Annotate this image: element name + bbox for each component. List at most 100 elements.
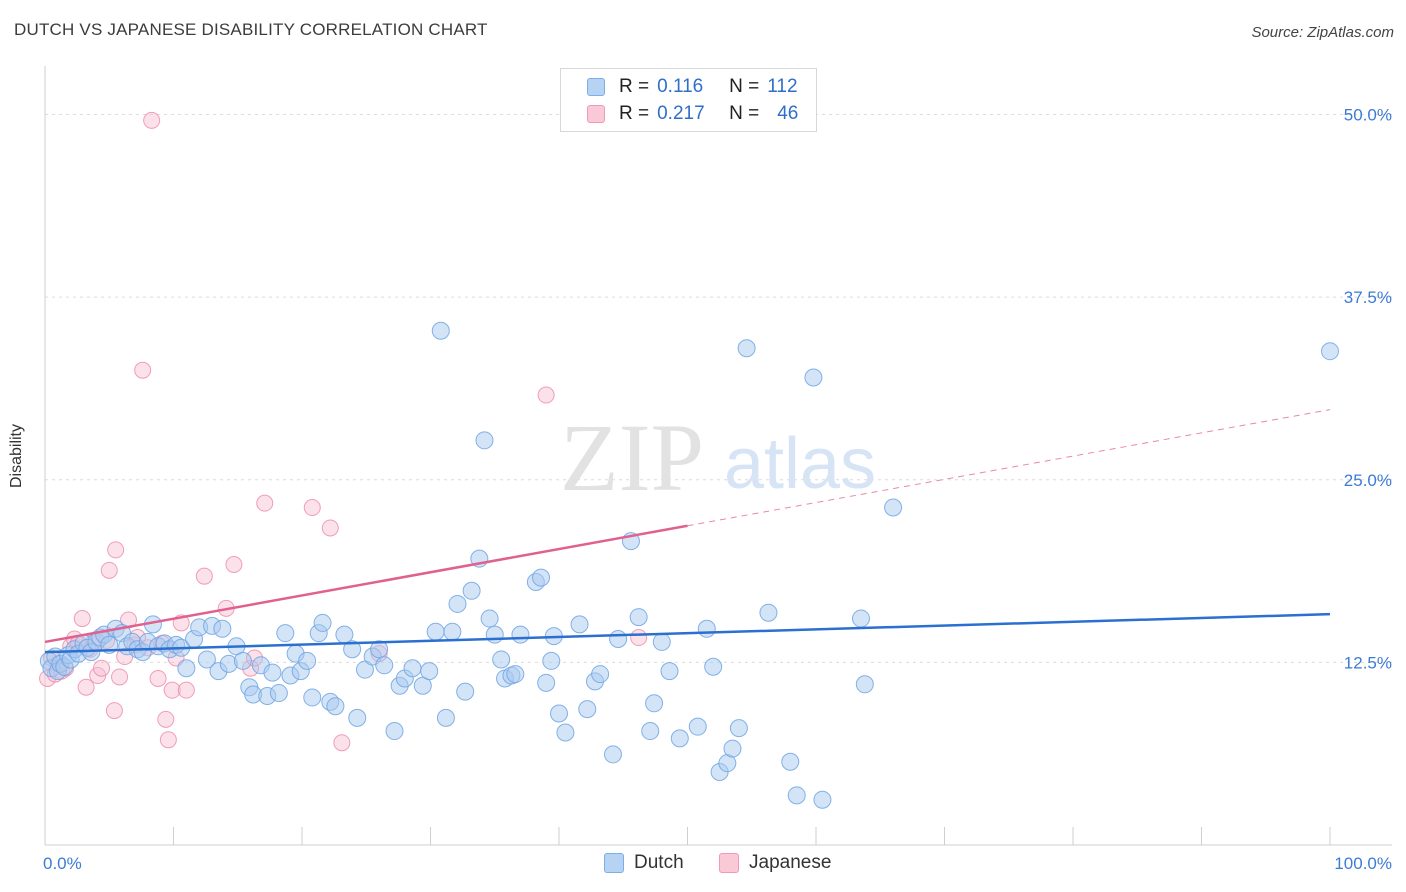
japanese-point (100, 561, 118, 579)
legend-r-label: R = (619, 103, 650, 124)
dutch-point (197, 650, 216, 669)
watermark-atlas: atlas (724, 424, 876, 504)
dutch-point (177, 659, 196, 678)
dutch-point (542, 651, 561, 670)
dutch-point (506, 665, 525, 684)
dutch-point (556, 723, 575, 742)
dutch-point (343, 640, 362, 659)
dutch-point (704, 657, 723, 676)
bottom-legend: Dutch Japanese (0, 852, 1406, 876)
legend-n-label: N = (729, 76, 760, 97)
japanese-point (134, 361, 152, 379)
dutch-point (1321, 342, 1339, 361)
dutch-point (403, 659, 422, 678)
japanese-trend-line-extension (687, 409, 1331, 527)
dutch-point (884, 498, 903, 517)
japanese-point (143, 111, 161, 129)
japanese-point (321, 519, 339, 537)
y-tick-label: 37.5% (1344, 288, 1392, 307)
y-tick-label: 50.0% (1344, 106, 1392, 125)
dutch-point (591, 665, 610, 684)
japanese-point (177, 681, 195, 699)
dutch-point (729, 719, 748, 738)
bottom-legend-label-japanese: Japanese (749, 852, 832, 873)
japanese-point (630, 629, 648, 647)
dutch-point (326, 697, 345, 716)
japanese-point (333, 734, 351, 752)
dutch-point (431, 321, 450, 340)
legend-r-label: R = (619, 76, 650, 97)
dutch-point (570, 615, 589, 634)
japanese-trend-line (44, 524, 688, 644)
y-tick-label: 12.5% (1344, 653, 1392, 672)
grid-lines (45, 114, 1392, 663)
dutch-point (233, 651, 252, 670)
dutch-point (436, 708, 455, 727)
japanese-point (163, 681, 181, 699)
dutch-point (697, 619, 716, 638)
dutch-point (670, 729, 689, 748)
dutch-point (485, 625, 504, 644)
dutch-point (813, 790, 832, 809)
legend-n-label: N = (729, 103, 760, 124)
axes (44, 66, 1392, 846)
dutch-point (448, 594, 467, 613)
dutch-point (348, 708, 367, 727)
legend-swatch-japanese (587, 105, 605, 123)
dutch-point (645, 694, 664, 713)
japanese-point (105, 702, 123, 720)
dutch-point (385, 722, 404, 741)
japanese-point (107, 541, 125, 559)
dutch-point (603, 745, 622, 764)
dutch-point (276, 624, 295, 643)
legend-n-value: 112 (767, 76, 798, 97)
dutch-point (492, 650, 511, 669)
legend-row-dutch: R = 0.116 N = 112 (587, 76, 798, 98)
dutch-point (313, 613, 332, 632)
legend-r-value: 0.116 (657, 76, 704, 97)
bottom-legend-dutch: Dutch (604, 852, 684, 874)
dutch-point (426, 622, 445, 641)
dutch-point (578, 700, 597, 719)
dutch-point (475, 431, 494, 450)
japanese-point (77, 678, 95, 696)
tick-labels: 12.5% 25.0% 37.5% 50.0% 0.0% 100.0% (43, 106, 1392, 873)
watermark-zip: ZIP (560, 404, 704, 511)
dutch-point (851, 609, 870, 628)
dutch-point (375, 656, 394, 675)
legend: R = 0.116 N = 112 R = 0.217 N = 46 (560, 68, 817, 132)
dutch-point (855, 675, 874, 694)
dutch-point (609, 630, 628, 649)
japanese-point (73, 610, 91, 628)
japanese-point (256, 494, 274, 512)
dutch-point (213, 619, 232, 638)
bottom-legend-japanese: Japanese (719, 852, 831, 874)
legend-n-value: 46 (777, 103, 799, 124)
legend-r-value: 0.217 (657, 103, 705, 124)
japanese-point (149, 669, 167, 687)
dutch-point (737, 339, 756, 358)
dutch-point (660, 662, 679, 681)
dutch-point (269, 684, 288, 703)
dutch-trend-line (44, 612, 1331, 654)
japanese-point (93, 659, 111, 677)
dutch-point (532, 568, 551, 587)
bottom-legend-label-dutch: Dutch (634, 852, 684, 873)
dutch-point (723, 739, 742, 758)
chart-title: DUTCH VS JAPANESE DISABILITY CORRELATION… (14, 20, 488, 39)
dutch-point (303, 688, 322, 707)
dutch-point (641, 722, 660, 741)
japanese-point (303, 499, 321, 517)
dutch-point (298, 651, 317, 670)
dutch-point (462, 581, 481, 600)
x-tick-label: 100.0% (1334, 854, 1392, 873)
dutch-point (456, 682, 475, 701)
trend-lines (44, 409, 1331, 654)
watermark: ZIP atlas (560, 404, 876, 511)
dutch-point (370, 640, 389, 659)
dutch-point (480, 609, 499, 628)
dutch-point (688, 717, 707, 736)
dutch-point (420, 662, 439, 681)
japanese-point (111, 668, 129, 686)
